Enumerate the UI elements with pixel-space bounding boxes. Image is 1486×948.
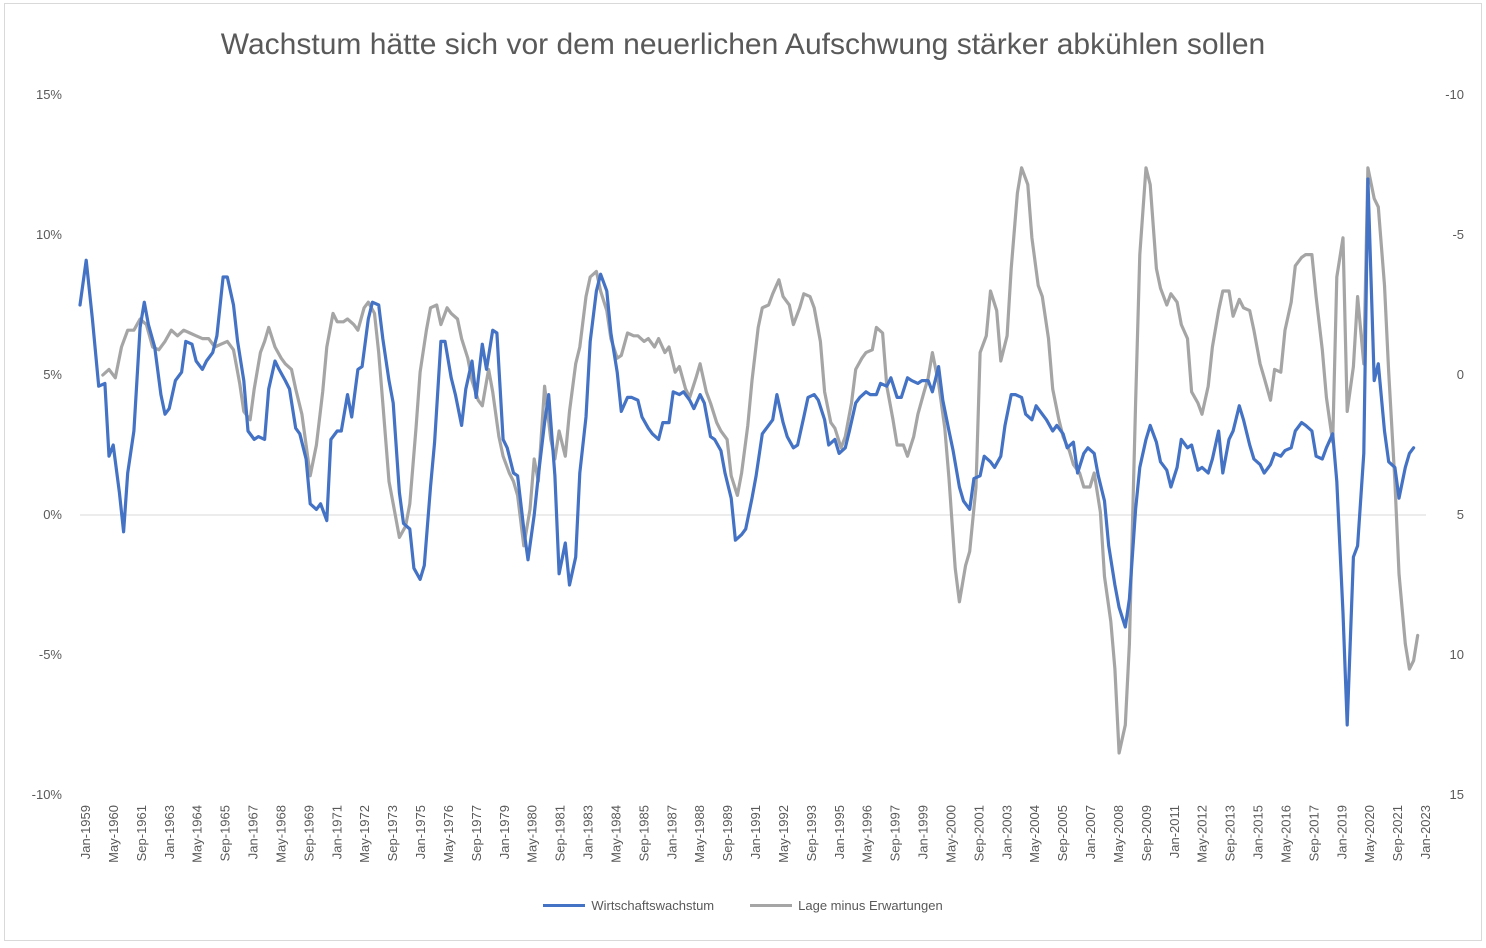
x-tick-label: May-2004	[1027, 805, 1042, 863]
y-right-tick-label: 15	[1450, 787, 1464, 802]
x-tick-label: Sep-1961	[134, 805, 149, 861]
x-tick-label: Jan-2003	[999, 805, 1014, 859]
x-tick-label: Jan-1999	[916, 805, 931, 859]
legend-label-sentiment: Lage minus Erwartungen	[798, 898, 943, 913]
x-tick-label: Sep-1973	[385, 805, 400, 861]
x-tick-label: Sep-1989	[720, 805, 735, 861]
legend-item-growth: Wirtschaftswachstum	[543, 898, 714, 913]
x-tick-label: Jan-2019	[1334, 805, 1349, 859]
x-tick-label: May-1960	[106, 805, 121, 863]
y-left-tick-label: 15%	[36, 87, 62, 102]
x-tick-label: Sep-2001	[971, 805, 986, 861]
x-tick-label: Jan-1979	[497, 805, 512, 859]
x-tick-label: Sep-1985	[636, 805, 651, 861]
x-tick-label: Jan-2007	[1083, 805, 1098, 859]
series-line-lage-minus-erwartungen	[101, 166, 1420, 755]
x-tick-label: Sep-1977	[469, 805, 484, 861]
legend-item-sentiment: Lage minus Erwartungen	[750, 898, 943, 913]
x-tick-label: Sep-1969	[301, 805, 316, 861]
y-left-tick-label: 0%	[43, 507, 62, 522]
x-tick-label: Sep-2005	[1055, 805, 1070, 861]
x-tick-label: May-1980	[525, 805, 540, 863]
x-tick-label: May-1988	[692, 805, 707, 863]
series-line-wirtschaftswachstum	[78, 177, 1416, 727]
x-tick-label: Jan-1983	[581, 805, 596, 859]
x-tick-label: Jan-1991	[748, 805, 763, 859]
x-tick-label: Sep-2013	[1223, 805, 1238, 861]
y-left-tick-label: -5%	[39, 647, 63, 662]
x-tick-label: May-2020	[1362, 805, 1377, 863]
x-tick-label: May-1992	[776, 805, 791, 863]
x-tick-label: Sep-2017	[1306, 805, 1321, 861]
x-tick-label: Jan-2023	[1418, 805, 1433, 859]
x-tick-label: May-2008	[1111, 805, 1126, 863]
y-left-tick-label: 10%	[36, 227, 62, 242]
x-tick-label: Sep-1981	[553, 805, 568, 861]
x-tick-label: May-2012	[1195, 805, 1210, 863]
x-tick-label: Jan-1967	[246, 805, 261, 859]
x-tick-label: May-2016	[1278, 805, 1293, 863]
x-tick-label: Sep-1965	[218, 805, 233, 861]
x-tick-label: May-1972	[357, 805, 372, 863]
x-tick-label: Jan-2011	[1167, 805, 1182, 858]
legend-swatch-growth	[543, 904, 586, 907]
legend-swatch-sentiment	[750, 904, 793, 907]
x-tick-label: Jan-1971	[329, 805, 344, 859]
x-tick-label: Sep-1993	[804, 805, 819, 861]
x-tick-label: Jan-1975	[413, 805, 428, 859]
chart-title: Wachstum hätte sich vor dem neuerlichen …	[220, 28, 1266, 61]
legend-label-growth: Wirtschaftswachstum	[591, 898, 715, 913]
x-tick-label: May-1968	[273, 805, 288, 863]
x-tick-label: Jan-1959	[78, 805, 93, 859]
y-right-tick-label: -10	[1445, 87, 1464, 102]
x-tick-label: May-1996	[860, 805, 875, 863]
x-tick-label: Jan-1995	[832, 805, 847, 859]
x-tick-label: Jan-2015	[1251, 805, 1266, 859]
y-right-tick-label: 0	[1457, 367, 1464, 382]
y-right-tick-label: 10	[1450, 647, 1464, 662]
x-tick-label: Jan-1987	[664, 805, 679, 859]
x-tick-label: Sep-2009	[1139, 805, 1154, 861]
x-tick-label: May-1964	[190, 805, 205, 863]
x-tick-label: May-1984	[608, 805, 623, 863]
x-tick-label: Sep-1997	[888, 805, 903, 861]
x-tick-label: Sep-2021	[1390, 805, 1405, 861]
x-tick-label: Jan-1963	[162, 805, 177, 859]
x-tick-label: May-1976	[441, 805, 456, 863]
y-right-tick-label: -5	[1452, 227, 1464, 242]
y-left-tick-label: -10%	[32, 787, 63, 802]
legend: Wirtschaftswachstum Lage minus Erwartung…	[0, 898, 1486, 913]
y-right-tick-label: 5	[1457, 507, 1464, 522]
y-left-tick-label: 5%	[43, 367, 62, 382]
x-tick-label: May-2000	[943, 805, 958, 863]
